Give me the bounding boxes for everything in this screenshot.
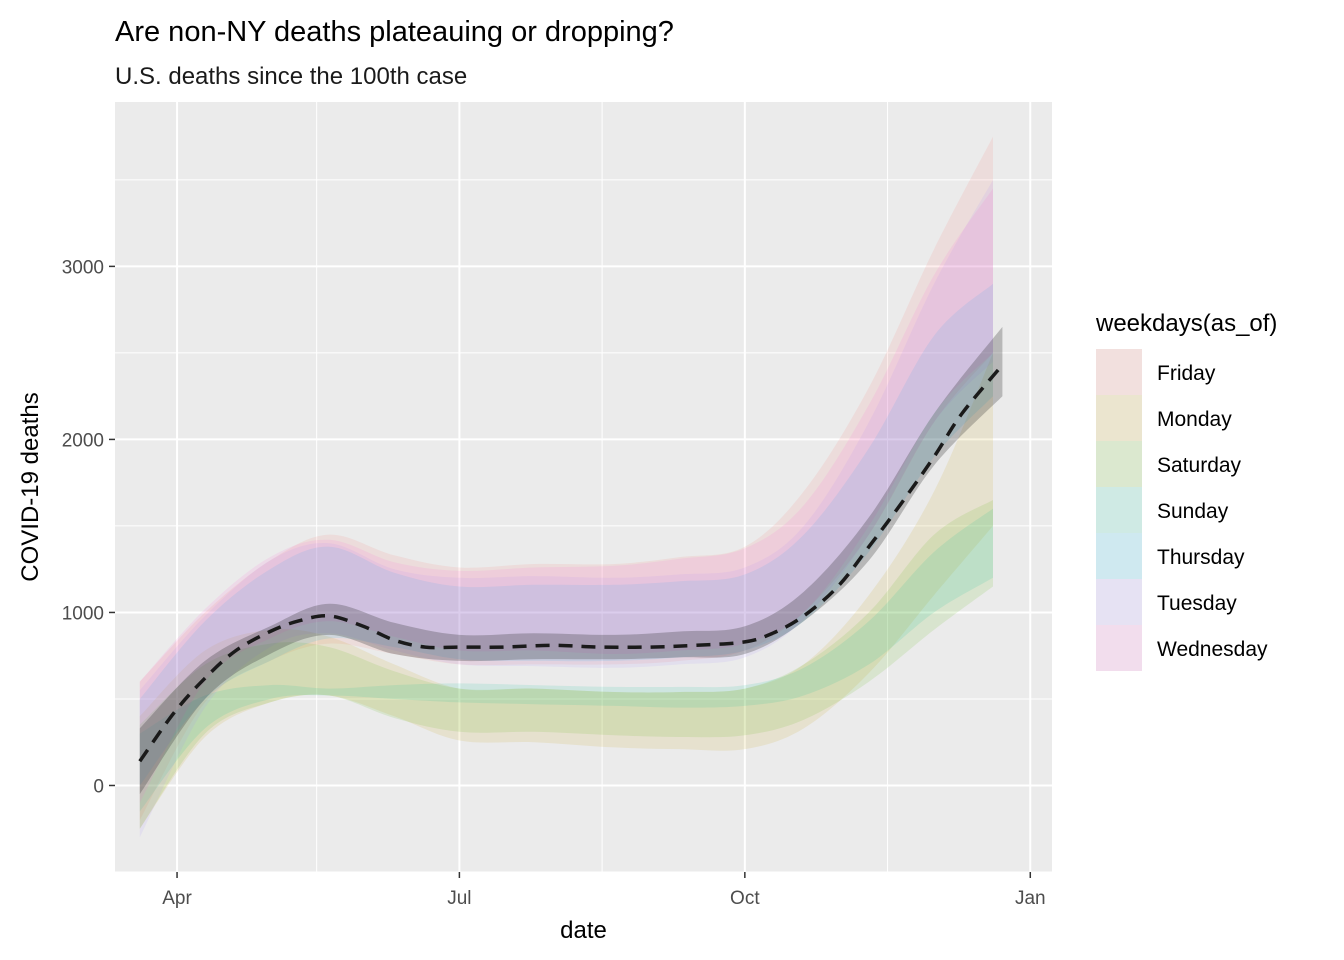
y-axis-title: COVID-19 deaths	[17, 392, 44, 581]
legend-label-saturday: Saturday	[1157, 454, 1242, 477]
ribbon-thursday	[139, 283, 994, 786]
ribbon-monday	[139, 352, 994, 829]
y-tick-label: 3000	[62, 257, 104, 278]
x-tick-label: Jan	[1015, 888, 1046, 909]
legend-label-tuesday: Tuesday	[1157, 592, 1237, 615]
legend-key-bg	[1096, 395, 1142, 441]
legend-key-bg	[1096, 349, 1142, 395]
legend-swatch-wednesday	[1096, 625, 1142, 671]
x-tick-label: Oct	[730, 888, 760, 909]
legend-title: weekdays(as_of)	[1095, 310, 1277, 337]
y-tick-label: 2000	[62, 430, 104, 451]
grid	[115, 102, 1052, 873]
legend-key-bg	[1096, 441, 1142, 487]
legend-swatch-monday	[1096, 395, 1142, 441]
legend-key-bg	[1096, 533, 1142, 579]
legend: Friday Monday Saturday Sunday Thursday Tuesda…	[1096, 349, 1268, 671]
fitted-line-layer	[138, 363, 1004, 763]
fitted-line	[138, 363, 1004, 763]
legend-swatch-sunday	[1096, 487, 1142, 533]
axes: 0 1000 2000 3000 Apr Jul Oct Jan	[62, 257, 1046, 909]
legend-label-friday: Friday	[1157, 362, 1216, 385]
legend-label-thursday: Thursday	[1157, 546, 1245, 569]
legend-key-bg	[1096, 625, 1142, 671]
y-tick-label: 0	[93, 776, 104, 797]
ribbon-tuesday	[139, 179, 994, 838]
legend-swatch-saturday	[1096, 441, 1142, 487]
plot-panel	[115, 102, 1052, 872]
legend-key-bg	[1096, 487, 1142, 533]
x-tick-label: Apr	[162, 888, 192, 909]
legend-swatch-friday	[1096, 349, 1142, 395]
legend-label-wednesday: Wednesday	[1157, 638, 1268, 661]
ribbons	[139, 136, 1003, 838]
chart-subtitle: U.S. deaths since the 100th case	[115, 63, 467, 90]
legend-swatch-thursday	[1096, 533, 1142, 579]
ribbon-wednesday	[139, 188, 994, 803]
ribbon-saturday	[139, 500, 994, 829]
ribbon-friday	[139, 136, 994, 821]
legend-label-monday: Monday	[1157, 408, 1232, 431]
legend-swatch-tuesday	[1096, 579, 1142, 625]
legend-label-sunday: Sunday	[1157, 500, 1229, 523]
chart-title: Are non-NY deaths plateauing or dropping…	[115, 16, 674, 48]
x-tick-label: Jul	[447, 888, 471, 909]
y-tick-label: 1000	[62, 603, 104, 624]
ribbon-sunday	[139, 508, 994, 812]
legend-key-bg	[1096, 579, 1142, 625]
x-axis-title: date	[560, 917, 607, 944]
